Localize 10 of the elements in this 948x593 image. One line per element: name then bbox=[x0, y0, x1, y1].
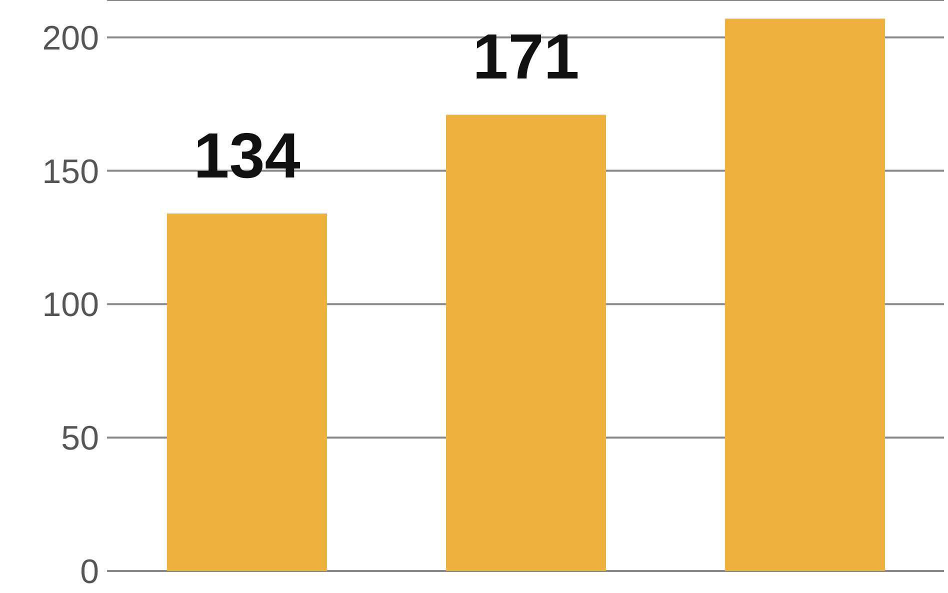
bar bbox=[167, 213, 327, 571]
y-tick-label: 50 bbox=[61, 420, 99, 458]
y-tick-label: 0 bbox=[80, 553, 99, 592]
y-tick-label: 100 bbox=[42, 286, 99, 324]
data-label: 171 bbox=[472, 20, 580, 93]
y-tick-label: 200 bbox=[42, 19, 99, 58]
y-tick-label: 150 bbox=[42, 152, 99, 191]
bar bbox=[446, 114, 606, 571]
bar bbox=[725, 18, 885, 571]
data-label: 134 bbox=[194, 119, 301, 192]
